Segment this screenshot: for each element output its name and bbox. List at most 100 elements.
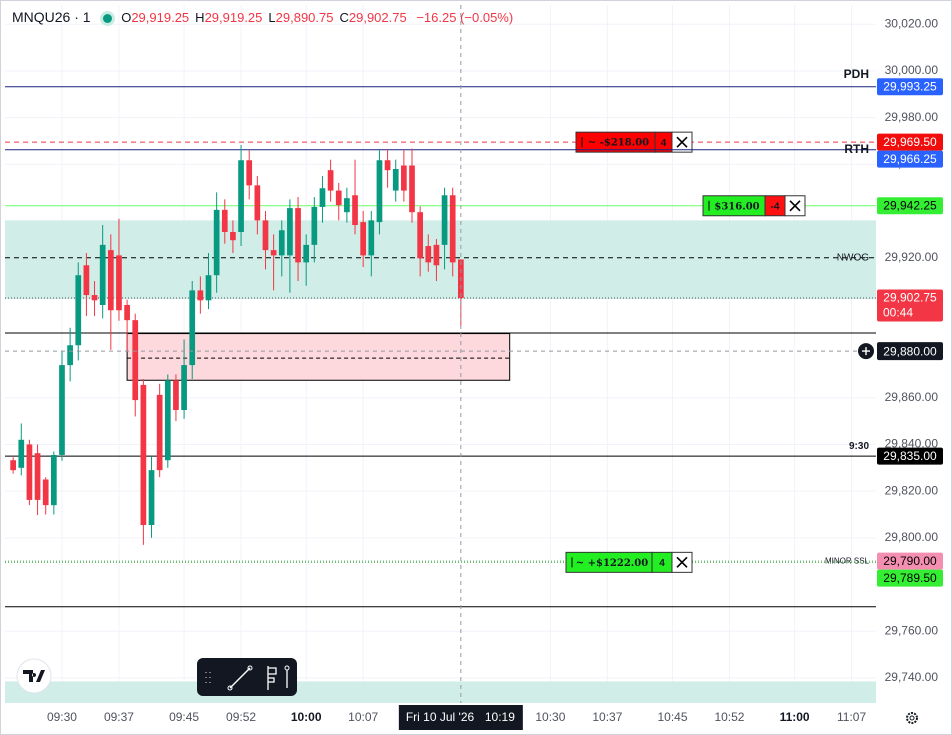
status-dot	[102, 14, 112, 24]
price-tag	[877, 289, 943, 322]
y-tick-label: 29,740.00	[885, 670, 939, 684]
tool-dot	[284, 665, 290, 671]
candle-body	[392, 168, 399, 191]
logo	[23, 670, 45, 682]
candle-body	[335, 190, 342, 206]
candle-body	[189, 290, 196, 366]
trendline-tool[interactable]	[229, 667, 251, 689]
order-widget[interactable]: ~ +$1222.00 4	[565, 551, 693, 573]
close-icon	[789, 200, 801, 212]
candle-body	[124, 304, 130, 321]
candle-body	[164, 380, 171, 461]
candle-body	[287, 208, 293, 256]
x-tick-label: 09:45	[169, 710, 199, 724]
level-name: PDH	[844, 67, 869, 81]
x-tick-label: 10:45	[657, 710, 687, 724]
field-key: C	[339, 10, 349, 25]
price-tag	[877, 150, 943, 168]
candle-body	[425, 246, 432, 263]
candle-body	[344, 198, 350, 213]
y-tick-label: 29,760.00	[885, 623, 939, 637]
price-tag-label: 29,993.25	[883, 79, 937, 93]
candle-body	[34, 453, 41, 500]
candle-body	[197, 290, 204, 301]
price-tag-label: 29,966.25	[883, 152, 937, 166]
crosshair-price-tag	[877, 342, 943, 361]
candle-body	[67, 345, 73, 366]
candle-body	[401, 165, 407, 191]
candle-body	[221, 209, 228, 233]
order-qty-label: 4	[659, 558, 665, 569]
zone	[5, 220, 876, 300]
close-icon	[676, 556, 688, 568]
candle-body	[107, 250, 114, 311]
candle-body	[433, 244, 440, 266]
candle-body	[173, 380, 179, 411]
settings-icon[interactable]	[906, 712, 918, 724]
candle-body	[156, 394, 163, 471]
tool-dot	[247, 665, 253, 671]
candle-body	[352, 195, 358, 226]
y-tick-label: 30,020.00	[885, 16, 939, 30]
candle-body	[75, 275, 82, 346]
x-tick-label: 10:37	[592, 710, 622, 724]
x-tick-label: 11:00	[780, 710, 810, 724]
order-widget[interactable]: ~ -$218.00 4	[575, 131, 693, 153]
order-pnl-label: $316.00	[714, 201, 759, 212]
candle-body	[148, 470, 155, 525]
candle-body	[409, 165, 415, 213]
field-value: 29,919.25	[131, 10, 190, 25]
candle-body	[230, 232, 236, 241]
candle-body	[181, 365, 187, 411]
field-key: O	[121, 10, 132, 25]
toolbar-bg	[197, 658, 297, 696]
price-tag	[877, 552, 943, 570]
price-tag	[877, 447, 943, 465]
level-name: 9:30	[849, 441, 869, 452]
order-pnl-label: ~ -$218.00	[588, 138, 649, 149]
y-tick-label: 29,980.00	[885, 110, 939, 124]
candle-body	[295, 208, 301, 263]
close-icon	[676, 136, 688, 148]
field-value: 29,890.75	[275, 10, 334, 25]
x-tick-label: 10:07	[348, 710, 378, 724]
candle-body	[238, 160, 244, 233]
y-tick-label: 29,800.00	[885, 530, 939, 544]
candle-body	[311, 206, 318, 245]
candle-body	[116, 255, 122, 311]
x-tick-label: 10:30	[535, 710, 565, 724]
candle-body	[368, 220, 375, 256]
y-tick-label: 29,840.00	[885, 437, 939, 451]
x-tick-label: 10:00	[291, 710, 322, 724]
field-key: L	[268, 10, 276, 25]
candle-body	[303, 244, 310, 263]
order-qty-label: 4	[661, 138, 667, 149]
candle-body	[246, 160, 253, 186]
x-tick-label: 09:52	[226, 710, 256, 724]
y-tick-label: 30,000.00	[885, 63, 939, 77]
crosshair-time-tag	[398, 705, 523, 730]
x-tick-label: 09:37	[104, 710, 134, 724]
symbol: MNQU26 · 1	[12, 9, 91, 25]
candle-body	[417, 212, 423, 259]
field-value: 29,902.75	[348, 10, 407, 25]
tool-dot	[227, 685, 233, 691]
price-tag-label: 29,835.00	[883, 449, 937, 463]
settings-icon-core	[909, 715, 915, 721]
candle-body	[26, 444, 33, 500]
fib-tool[interactable]	[267, 666, 277, 690]
price-tag-label: 29,969.50	[883, 135, 937, 149]
change: −16.25 (−0.05%)	[416, 10, 514, 25]
candle-body	[449, 195, 456, 263]
candle-body	[83, 265, 90, 296]
candle-body	[278, 230, 285, 256]
order-widget[interactable]: $316.00 -4	[702, 195, 806, 217]
drawing-toolbar	[197, 658, 297, 696]
order-qty-label: -4	[771, 201, 780, 212]
candle-body	[270, 250, 277, 256]
candle-body	[376, 160, 383, 223]
x-tick-label: 09:30	[47, 710, 77, 724]
plus-icon	[862, 347, 870, 356]
price-tag	[877, 197, 943, 215]
